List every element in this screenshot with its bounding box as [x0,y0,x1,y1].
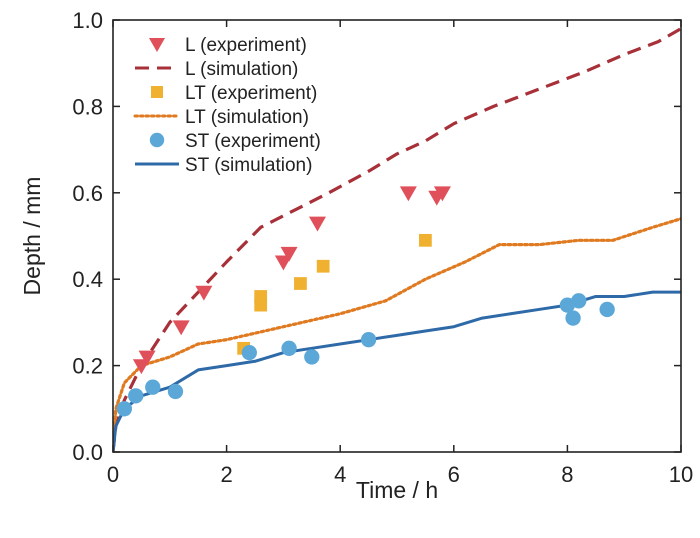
data-point-st [360,332,377,348]
x-axis-title: Time / h [356,477,438,503]
y-axis-title: Depth / mm [19,177,45,296]
plot-frame [112,19,682,453]
data-point-st [571,293,587,309]
x-tick-label: 0 [107,462,119,487]
x-tick-label: 6 [448,462,460,487]
data-point-l [172,320,190,336]
data-point-st [599,301,615,318]
data-point-l [399,186,417,202]
legend-marker [149,132,165,148]
legend-label: ST (experiment) [185,131,321,152]
data-point-l [280,246,298,262]
x-tick-label: 8 [561,462,573,487]
y-tick-label: 1.0 [72,8,103,33]
data-point-l [433,186,451,202]
legend: L (experiment) L (simulation) LT (experime… [133,35,321,176]
data-point-lt [294,277,307,290]
y-tick-label: 0.0 [72,440,103,465]
data-point-l [308,216,326,232]
data-point-st [145,379,161,395]
data-point-st [281,340,297,356]
data-point-l [138,350,156,366]
x-tick-label: 10 [669,462,693,487]
legend-label: ST (simulation) [185,155,312,176]
legend-label: LT (simulation) [185,107,309,128]
legend-marker [151,86,163,98]
x-tick-label: 4 [334,462,346,487]
axis-ticks: 0 2 4 6 8 10 0.0 0.2 0.4 0.6 0.8 1.0 [72,8,693,487]
y-tick-label: 0.4 [72,267,103,292]
data-point-st [241,344,257,361]
data-point-st [167,383,184,400]
series-layer [113,27,681,452]
data-point-st [304,349,320,365]
data-point-l [195,285,213,301]
legend-label: LT (experiment) [185,83,317,104]
legend-marker [149,38,165,52]
data-point-lt [254,290,268,303]
y-tick-label: 0.6 [72,181,103,206]
y-tick-label: 0.8 [72,94,103,119]
data-point-st [116,401,133,417]
series-line-st [113,290,681,452]
data-point-st [565,310,581,326]
legend-label: L (experiment) [185,35,307,56]
data-point-st [128,388,144,404]
legend-label: L (simulation) [185,59,298,80]
data-point-lt [316,259,330,273]
x-tick-label: 2 [220,462,232,487]
data-point-lt [419,233,432,247]
y-tick-label: 0.2 [72,354,103,379]
